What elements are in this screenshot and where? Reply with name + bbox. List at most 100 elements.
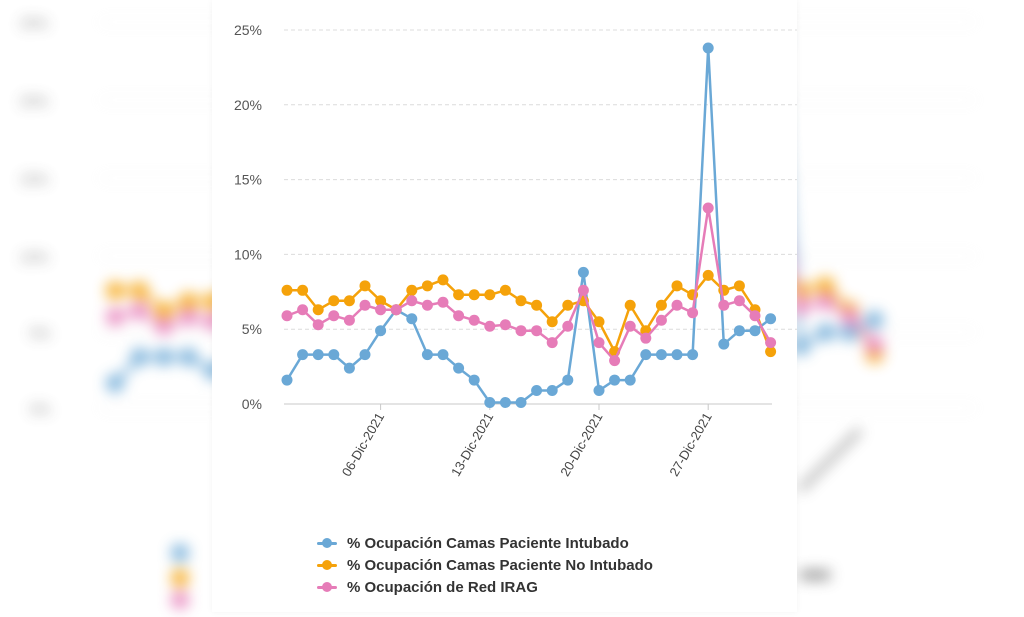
legend: % Ocupación Camas Paciente Intubado % Oc…	[317, 532, 653, 598]
data-point	[375, 295, 387, 307]
data-point	[281, 374, 293, 386]
data-point	[359, 299, 371, 311]
data-point	[531, 325, 543, 337]
data-point	[624, 320, 636, 332]
x-tick-label: 06-Dic-2021	[339, 410, 387, 479]
blurred-data-point	[155, 317, 173, 336]
data-point	[328, 349, 340, 361]
data-point	[281, 284, 293, 296]
data-point	[297, 349, 309, 361]
series-2	[281, 202, 777, 367]
data-point	[655, 349, 667, 361]
data-point	[328, 310, 340, 322]
data-point	[733, 325, 745, 337]
data-point	[453, 289, 465, 301]
data-point	[671, 299, 683, 311]
data-point	[468, 374, 480, 386]
data-point	[546, 337, 558, 349]
data-point	[312, 319, 324, 331]
data-point	[749, 325, 761, 337]
data-point	[531, 385, 543, 397]
chart-panel: 0% 5% 10% 15% 20% 25% 06-Dic-2021 13-Dic-2021 2…	[212, 0, 797, 612]
data-point	[609, 374, 621, 386]
data-point	[421, 349, 433, 361]
data-point	[359, 280, 371, 292]
data-point	[765, 313, 777, 325]
blurred-data-point	[816, 292, 835, 311]
blurred-data-point	[130, 281, 149, 300]
series-line	[285, 46, 772, 404]
data-point	[733, 280, 745, 292]
y-tick-label: 0%	[242, 396, 262, 412]
data-point	[375, 304, 387, 316]
blurred-y-tick: 15%	[20, 171, 48, 187]
blurred-data-point	[106, 307, 124, 326]
blurred-data-point	[865, 310, 884, 329]
data-point	[593, 337, 605, 349]
data-point	[390, 304, 402, 316]
data-point	[562, 374, 574, 386]
data-point	[499, 319, 511, 331]
data-point	[406, 295, 418, 307]
y-tick-label: 15%	[234, 172, 262, 188]
data-point	[343, 314, 355, 326]
blurred-data-point	[865, 335, 884, 354]
series-line	[287, 274, 772, 353]
line-chart: 0% 5% 10% 15% 20% 25% 06-Dic-2021 13-Dic-2021 2…	[234, 22, 797, 479]
data-point	[562, 299, 574, 311]
data-point	[421, 299, 433, 311]
data-point	[655, 314, 667, 326]
legend-label-no-intubado: % Ocupación Camas Paciente No Intubado	[347, 556, 653, 574]
data-point	[499, 397, 511, 409]
data-point	[328, 295, 340, 307]
data-point	[484, 320, 496, 332]
data-point	[515, 325, 527, 337]
data-point	[437, 296, 449, 308]
y-axis-ticks: 0% 5% 10% 15% 20% 25%	[234, 22, 262, 412]
blurred-y-ticks: 25% 20% 15% 10% 5% 0%	[20, 15, 50, 417]
data-point	[655, 299, 667, 311]
legend-item-red-irag[interactable]: % Ocupación de Red IRAG	[317, 576, 653, 598]
data-point	[421, 280, 433, 292]
legend-label-red-irag: % Ocupación de Red IRAG	[347, 578, 538, 596]
data-point	[437, 274, 449, 286]
series-0	[281, 42, 777, 409]
data-point	[281, 310, 293, 322]
blurred-data-point	[816, 323, 835, 342]
blurred-data-point	[130, 348, 149, 367]
data-point	[733, 295, 745, 307]
data-point	[499, 284, 511, 296]
legend-label-intubado: % Ocupación Camas Paciente Intubado	[347, 534, 629, 552]
data-point	[297, 304, 309, 316]
y-tick-label: 5%	[242, 321, 262, 337]
blurred-data-point	[130, 301, 149, 320]
data-point	[515, 397, 527, 409]
data-point	[624, 374, 636, 386]
y-tick-label: 10%	[234, 246, 262, 262]
blurred-data-point	[106, 374, 124, 393]
legend-item-no-intubado[interactable]: % Ocupación Camas Paciente No Intubado	[317, 554, 653, 576]
data-point	[562, 320, 574, 332]
data-point	[343, 295, 355, 307]
data-point	[468, 289, 480, 301]
blurred-y-tick: 5%	[30, 325, 50, 341]
data-point	[593, 316, 605, 328]
data-point	[718, 338, 730, 350]
data-point	[577, 266, 589, 278]
data-point	[531, 299, 543, 311]
data-point	[702, 42, 714, 54]
y-tick-label: 25%	[234, 22, 262, 38]
data-point	[640, 332, 652, 344]
data-point	[687, 349, 699, 361]
data-point	[702, 269, 714, 281]
data-point	[765, 337, 777, 349]
legend-item-intubado[interactable]: % Ocupación Camas Paciente Intubado	[317, 532, 653, 554]
data-point	[718, 299, 730, 311]
data-point	[546, 316, 558, 328]
data-point	[624, 299, 636, 311]
data-point	[515, 295, 527, 307]
data-point	[453, 362, 465, 374]
data-point	[640, 349, 652, 361]
gridlines	[284, 29, 797, 330]
blurred-legend-swatches	[171, 427, 863, 609]
